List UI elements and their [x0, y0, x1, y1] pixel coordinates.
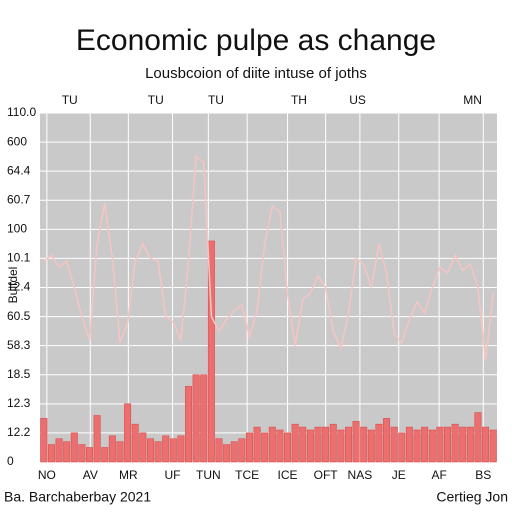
bar [238, 438, 246, 463]
bar [413, 429, 421, 463]
bar [192, 374, 200, 463]
bar [78, 444, 86, 463]
bar [101, 447, 109, 463]
x-tick-label: OFT [314, 468, 339, 482]
top-tick-label: MN [463, 93, 482, 107]
bar [436, 426, 444, 463]
bar [352, 420, 360, 463]
y-tick-label: 64.4 [7, 163, 31, 177]
bar [482, 426, 490, 463]
bar [306, 429, 314, 463]
bar [55, 438, 63, 463]
x-tick-label: TCE [235, 468, 259, 482]
bar [124, 403, 132, 463]
chart-subtitle: Lousbcoion of diite intuse of joths [145, 65, 367, 82]
bar [139, 432, 147, 463]
bar [421, 426, 429, 463]
bar [314, 426, 322, 463]
y-tick-label: 12.4 [7, 280, 31, 294]
bar [131, 423, 139, 463]
x-tick-label: ICE [278, 468, 298, 482]
bar [284, 432, 292, 463]
y-tick-label: 110.0 [7, 105, 36, 119]
bar [398, 432, 406, 463]
bar [177, 435, 185, 463]
x-tick-label: NAS [348, 468, 373, 482]
bar [200, 374, 208, 463]
bar [261, 432, 269, 463]
top-tick-label: TU [62, 93, 78, 107]
x-tick-label: NO [38, 468, 56, 482]
x-tick-label: BS [475, 468, 491, 482]
bar [360, 426, 368, 463]
bar [299, 426, 307, 463]
top-tick-label: TU [208, 93, 224, 107]
bar [154, 441, 162, 463]
bar [276, 429, 284, 463]
bar [169, 438, 177, 463]
bar [40, 418, 48, 463]
top-tick-label: TH [291, 93, 307, 107]
bar [245, 432, 253, 463]
bar [375, 423, 383, 463]
bar [108, 435, 116, 463]
bar [215, 438, 223, 463]
credit-note: Certieg Jon [436, 489, 508, 505]
y-tick-label: 18.5 [7, 367, 31, 381]
bar [474, 412, 482, 463]
y-tick-label: 60.7 [7, 192, 31, 206]
bar [63, 441, 71, 463]
x-tick-label: JE [392, 468, 406, 482]
bar [268, 426, 276, 463]
bar [146, 438, 154, 463]
x-tick-label: AV [83, 468, 98, 482]
y-tick-label: 12.2 [7, 425, 31, 439]
bar [70, 432, 78, 463]
y-tick-label: 12.3 [7, 396, 31, 410]
bar [383, 418, 391, 463]
bar [466, 426, 474, 463]
x-tick-label: UF [165, 468, 181, 482]
bar [329, 423, 337, 463]
bar [322, 426, 330, 463]
x-tick-label: AF [431, 468, 446, 482]
source-note: Ba. Barchaberbay 2021 [4, 489, 151, 505]
bar [405, 426, 413, 463]
y-tick-label: 58.3 [7, 338, 31, 352]
bar [291, 423, 299, 463]
bar [116, 441, 124, 463]
bar [451, 423, 459, 463]
bar [185, 386, 193, 463]
bar [344, 426, 352, 463]
bar [230, 441, 238, 463]
top-tick-label: US [349, 93, 366, 107]
bar [443, 426, 451, 463]
y-tick-label: 600 [7, 134, 27, 148]
x-tick-label: TUN [196, 468, 221, 482]
bar [337, 429, 345, 463]
y-axis-label: Bulfdel [6, 267, 20, 304]
bar [428, 429, 436, 463]
bar [162, 435, 170, 463]
bar [390, 426, 398, 463]
bar [489, 429, 497, 463]
bar [253, 426, 261, 463]
y-tick-label: 100 [7, 222, 27, 236]
bar [459, 426, 467, 463]
bar [47, 444, 55, 463]
x-tick-label: MR [119, 468, 138, 482]
top-tick-label: TU [148, 93, 164, 107]
bar [93, 415, 101, 463]
y-tick-label: 0 [7, 454, 14, 468]
bar [367, 429, 375, 463]
y-tick-label: 10.1 [7, 251, 31, 265]
line-series [43, 155, 494, 361]
bar [207, 240, 215, 463]
bar [223, 444, 231, 463]
chart-title: Economic pulpe as change [76, 24, 436, 57]
y-tick-label: 60.5 [7, 309, 31, 323]
bar [86, 447, 94, 463]
